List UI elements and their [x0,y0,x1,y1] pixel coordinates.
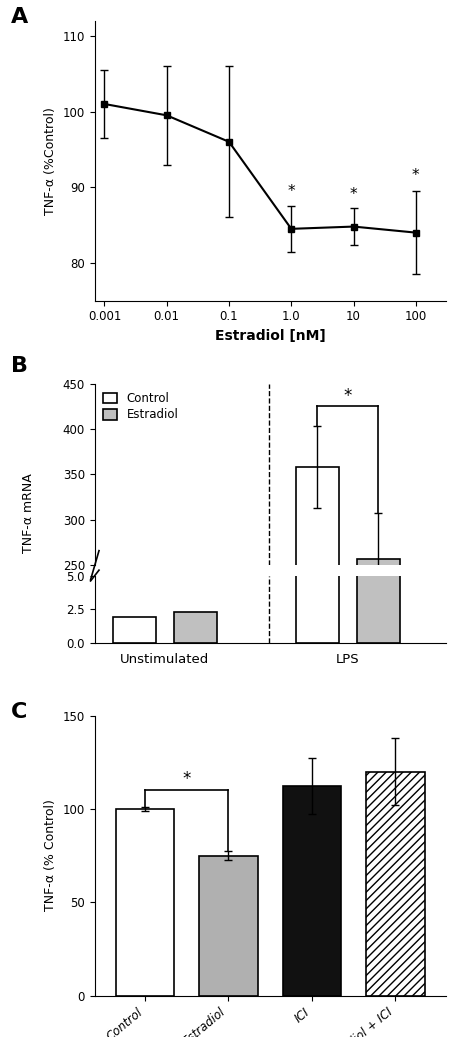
Bar [113,617,156,643]
Text: TNF-α mRNA: TNF-α mRNA [22,474,35,553]
Bar [174,612,217,643]
Y-axis label: TNF-α (% Control): TNF-α (% Control) [44,800,57,912]
Bar [199,856,258,996]
Bar [113,790,156,792]
Text: *: * [287,184,295,198]
X-axis label: Estradiol [nM]: Estradiol [nM] [215,329,326,343]
Bar [116,809,174,996]
Bar [357,559,400,792]
Bar [296,467,339,792]
Bar [283,786,341,996]
Text: *: * [344,387,352,404]
Text: A: A [10,6,28,27]
Y-axis label: TNF-α (%Control): TNF-α (%Control) [44,107,57,215]
Bar [366,772,425,996]
Bar [296,0,339,643]
Text: *: * [412,168,419,184]
Text: *: * [350,188,357,202]
Bar [174,790,217,792]
Text: *: * [182,770,191,788]
Text: B: B [10,357,27,376]
Bar [357,0,400,643]
Text: C: C [10,701,27,722]
Legend: Control, Estradiol: Control, Estradiol [100,390,181,424]
